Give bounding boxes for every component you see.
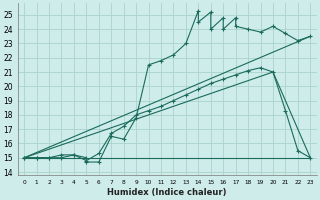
X-axis label: Humidex (Indice chaleur): Humidex (Indice chaleur) bbox=[108, 188, 227, 197]
